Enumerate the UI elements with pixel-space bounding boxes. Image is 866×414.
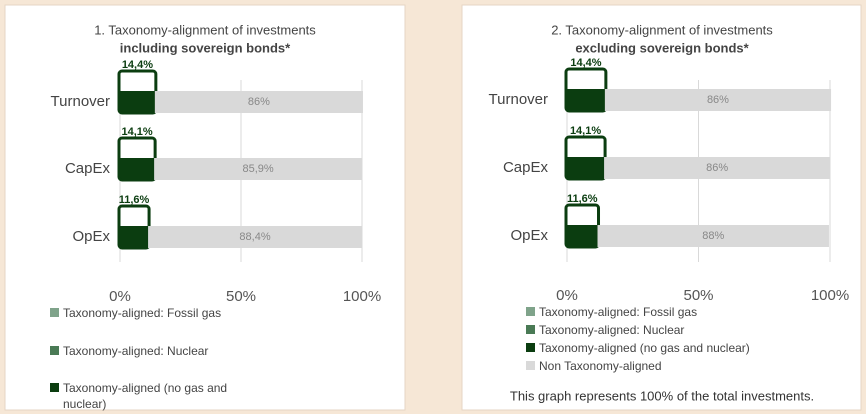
legend-label: Taxonomy-aligned: Nuclear — [539, 323, 685, 337]
bar-segment — [120, 91, 155, 113]
legend-swatch — [526, 325, 535, 334]
value-label: 86% — [248, 96, 270, 108]
bar-segment — [567, 157, 605, 179]
value-label: 88% — [702, 230, 724, 242]
bar-segment — [567, 89, 605, 111]
chart-title: 1. Taxonomy-alignment of investments — [94, 22, 316, 37]
legend-swatch — [526, 343, 535, 352]
chart-title: 2. Taxonomy-alignment of investments — [551, 22, 773, 37]
y-tick-label: OpEx — [510, 227, 548, 244]
value-label: 14,1% — [121, 126, 152, 138]
legend-swatch — [526, 361, 535, 370]
value-label: 14,4% — [122, 59, 153, 71]
bar-segment — [148, 226, 362, 248]
legend-item: Non Taxonomy-aligned — [526, 358, 846, 374]
chart-subtitle: excluding sovereign bonds* — [575, 40, 749, 55]
legend-label: Taxonomy-aligned (no gas and nuclear) — [539, 341, 750, 355]
legend-item: Taxonomy-aligned (no gas and nuclear) — [526, 340, 846, 356]
legend-item: Taxonomy-aligned (no gas and nuclear) — [50, 380, 250, 412]
bar-segment — [120, 158, 155, 180]
panel — [461, 4, 862, 411]
x-tick-label: 0% — [556, 287, 578, 304]
legend-item: Taxonomy-aligned: Nuclear — [526, 322, 846, 338]
y-tick-label: CapEx — [65, 160, 111, 177]
value-label: 86% — [706, 162, 728, 174]
y-tick-label: Turnover — [51, 93, 110, 110]
bar-segment — [604, 157, 831, 179]
y-tick-label: CapEx — [503, 159, 549, 176]
bar-segment — [597, 225, 829, 247]
value-label: 14,4% — [570, 57, 601, 69]
legend-swatch — [50, 346, 59, 355]
legend-label: Taxonomy-aligned: Fossil gas — [63, 306, 222, 320]
value-label: 88,4% — [239, 231, 270, 243]
chart-subtitle: including sovereign bonds* — [120, 40, 291, 55]
legend-item: Taxonomy-aligned: Fossil gas — [50, 305, 250, 321]
bar-segment — [154, 91, 363, 113]
x-tick-label: 50% — [683, 287, 713, 304]
value-label: 11,6% — [567, 193, 598, 205]
legend-label: Taxonomy-aligned (no gas and nuclear) — [63, 381, 228, 411]
x-tick-label: 100% — [811, 287, 849, 304]
x-tick-label: 50% — [226, 288, 256, 305]
value-label: 85,9% — [242, 163, 273, 175]
legend-label: Non Taxonomy-aligned — [539, 359, 662, 373]
legend-swatch — [50, 308, 59, 317]
legend-label: Taxonomy-aligned: Nuclear — [63, 344, 209, 358]
x-tick-label: 0% — [109, 288, 131, 305]
bar-segment — [154, 158, 362, 180]
panel — [4, 4, 406, 411]
note: This graph represents 100% of the total … — [510, 388, 814, 403]
legend-label: Taxonomy-aligned: Fossil gas — [539, 305, 698, 319]
y-tick-label: Turnover — [489, 91, 548, 108]
value-label: 14,1% — [570, 125, 601, 137]
value-label: 11,6% — [119, 194, 150, 206]
y-tick-label: OpEx — [72, 228, 110, 245]
bar-segment — [567, 225, 598, 247]
x-tick-label: 100% — [343, 288, 381, 305]
legend-item: Taxonomy-aligned: Nuclear — [50, 343, 250, 359]
bar-segment — [120, 226, 149, 248]
legend-item: Taxonomy-aligned: Fossil gas — [526, 304, 846, 320]
value-label: 86% — [707, 94, 729, 106]
bar-segment — [604, 89, 832, 111]
legend-swatch — [526, 307, 535, 316]
legend-swatch — [50, 383, 59, 392]
